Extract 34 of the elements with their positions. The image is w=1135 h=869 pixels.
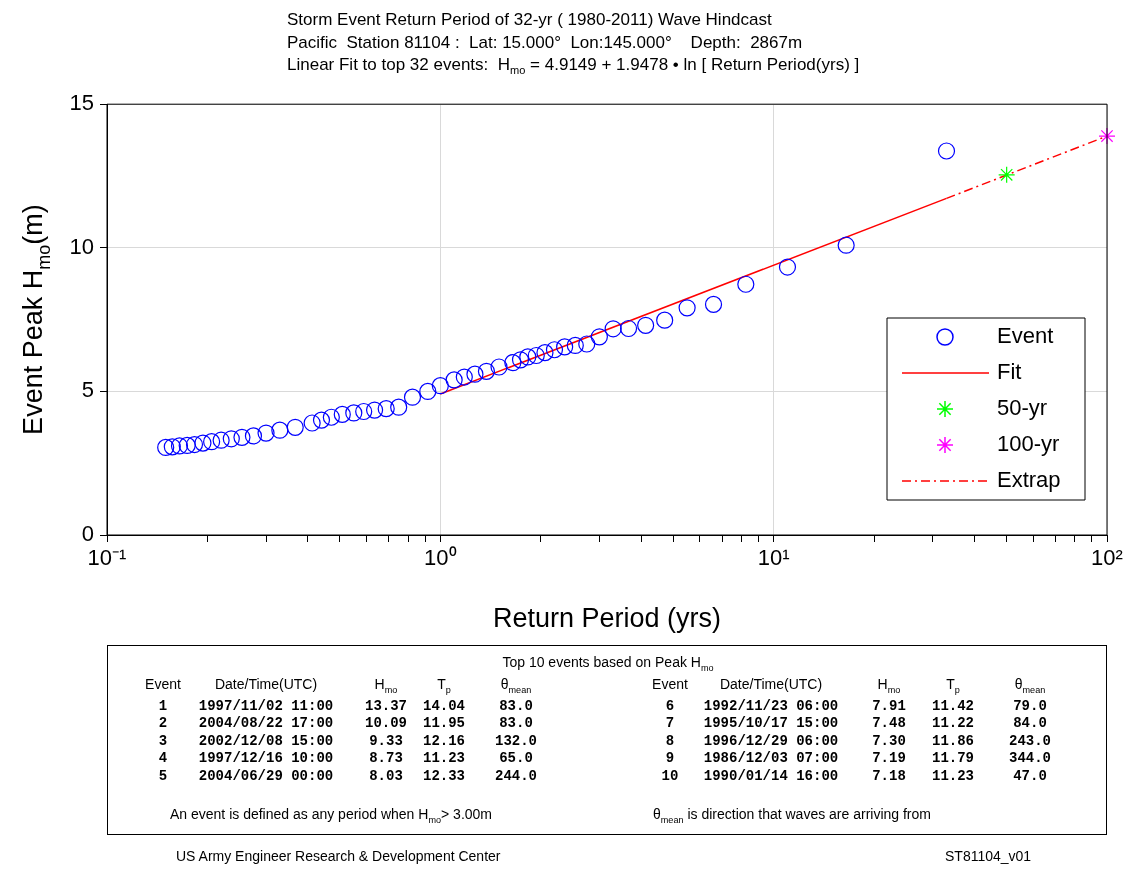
legend-label: Event xyxy=(997,323,1054,349)
text: US Army Engineer Research & Development Center xyxy=(176,848,501,864)
text: 10 1990/01/14 16:00 7.18 11.23 47.0 xyxy=(661,767,1047,784)
chart-subtitle: Pacific Station 81104 : Lat: 15.000° Lon:145.000° Depth: 2867m Linear Fit to top 32 events: H$_{mo}$ = 4.9149 + 1.9478 • ln [ Return Period(yrs) ] xyxy=(287,31,860,79)
text: 2 2004/08/22 17:00 10.09 11.95 83.0 xyxy=(158,715,533,731)
y-axis-title: Event Peak Hmo(m) xyxy=(18,204,55,435)
legend-label: 100-yr xyxy=(997,431,1060,457)
x-tick-label: 10⁰ xyxy=(424,545,457,571)
y-tick-label: 10 xyxy=(69,233,94,259)
legend-label: 50-yr xyxy=(997,395,1048,421)
y-tick-label: 15 xyxy=(69,90,94,116)
x-tick-label: 10² xyxy=(1091,545,1123,571)
x-axis-title: Return Period (yrs) xyxy=(492,603,722,633)
x-tick-label: 10⁻¹ xyxy=(87,545,127,571)
text: 6 1992/11/23 06:00 7.91 11.42 79.0 xyxy=(665,697,1047,714)
text: Event Date/Time(UTC) H$_{mo}$ T$_{p}$ θ$_{mean}$ xyxy=(145,676,532,695)
x-tick-label: 10¹ xyxy=(757,545,790,571)
text: 4 1997/12/16 10:00 8.73 11.23 65.0 xyxy=(158,750,533,766)
text: 1 1997/11/02 11:00 13.37 14.04 83.0 xyxy=(158,697,533,714)
text: 9 1986/12/03 07:00 7.19 11.79 344.0 xyxy=(665,750,1052,766)
text: 5 2004/06/29 00:00 8.03 12.33 244.0 xyxy=(158,767,538,784)
y-tick-label: 5 xyxy=(81,377,94,403)
text: θ$_{mean}$ is direction that waves are arriving from xyxy=(653,806,931,825)
text: Top 10 events based on Peak H$_{mo}$ xyxy=(502,654,714,673)
y-tick-label: 0 xyxy=(81,521,94,547)
text: 3 2002/12/08 15:00 9.33 12.16 132.0 xyxy=(158,732,538,749)
text: ST81104_v01 xyxy=(945,848,1032,864)
text: 8 1996/12/29 06:00 7.30 11.86 243.0 xyxy=(665,732,1052,749)
text: An event is defined as any period when H$_{mo}$> 3.00m xyxy=(170,806,493,825)
legend-label: Fit xyxy=(997,359,1022,385)
text: Event Date/Time(UTC) H$_{mo}$ T$_{p}$ θ$_{mean}$ xyxy=(652,676,1046,695)
legend-label: Extrap xyxy=(997,467,1061,493)
chart-title: Storm Event Return Period of 32-yr ( 1980-2011) Wave Hindcast xyxy=(287,9,773,31)
text: 7 1995/10/17 15:00 7.48 11.22 84.0 xyxy=(665,715,1047,731)
